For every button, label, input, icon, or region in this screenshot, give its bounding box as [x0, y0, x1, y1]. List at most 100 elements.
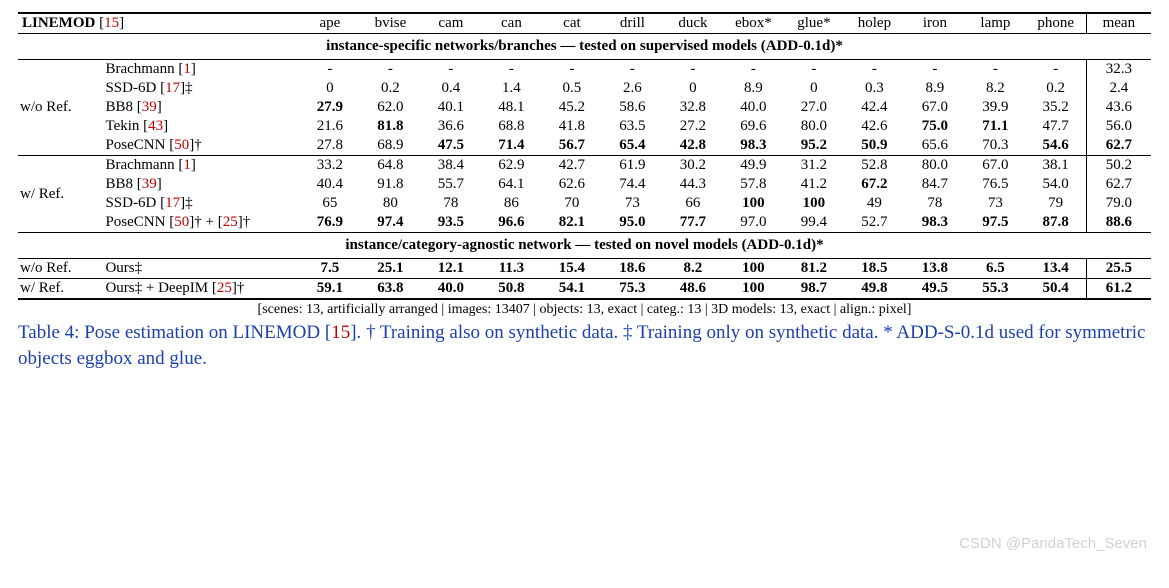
value-cell: 15.4	[542, 259, 603, 279]
method-label: PoseCNN [50]† + [25]†	[101, 213, 299, 233]
value-cell: -	[905, 60, 966, 80]
value-cell: 61.9	[602, 156, 663, 176]
value-cell: 52.8	[844, 156, 905, 176]
mean-cell: 88.6	[1086, 213, 1151, 233]
method-label: Ours‡	[101, 259, 299, 279]
value-cell: 49.8	[844, 279, 905, 299]
table-row: BB8 [39]40.491.855.764.162.674.444.357.8…	[18, 175, 1151, 194]
method-label: Brachmann [1]	[101, 156, 299, 176]
cite-link[interactable]: 1	[183, 157, 191, 173]
value-cell: -	[602, 60, 663, 80]
value-cell: 7.5	[300, 259, 361, 279]
col-phone: phone	[1026, 13, 1087, 34]
mean-cell: 62.7	[1086, 136, 1151, 156]
value-cell: 93.5	[421, 213, 482, 233]
method-label: SSD-6D [17]‡	[101, 79, 299, 98]
results-table: LINEMOD [15] ape bvise cam can cat drill…	[18, 12, 1151, 300]
value-cell: 100	[723, 259, 784, 279]
value-cell: 8.2	[663, 259, 724, 279]
table-row: BB8 [39]27.962.040.148.145.258.632.840.0…	[18, 98, 1151, 117]
cite-link[interactable]: 1	[183, 61, 191, 77]
value-cell: 0.5	[542, 79, 603, 98]
cite-link[interactable]: 43	[148, 118, 163, 134]
value-cell: 54.1	[542, 279, 603, 299]
value-cell: 47.5	[421, 136, 482, 156]
value-cell: 49.5	[905, 279, 966, 299]
value-cell: 27.8	[300, 136, 361, 156]
value-cell: 96.6	[481, 213, 542, 233]
value-cell: 47.7	[1026, 117, 1087, 136]
mean-cell: 32.3	[1086, 60, 1151, 80]
watermark: CSDN @PandaTech_Seven	[959, 535, 1147, 552]
value-cell: -	[965, 60, 1026, 80]
cite-link[interactable]: 17	[165, 80, 180, 96]
value-cell: 0.3	[844, 79, 905, 98]
method-label: Brachmann [1]	[101, 60, 299, 80]
value-cell: 42.6	[844, 117, 905, 136]
caption-cite-link[interactable]: 15	[331, 322, 350, 343]
cite-link[interactable]: 15	[104, 15, 119, 31]
value-cell: 99.4	[784, 213, 845, 233]
value-cell: 44.3	[663, 175, 724, 194]
value-cell: 57.8	[723, 175, 784, 194]
value-cell: 42.7	[542, 156, 603, 176]
col-lamp: lamp	[965, 13, 1026, 34]
value-cell: 48.1	[481, 98, 542, 117]
cite-link[interactable]: 25	[223, 214, 238, 230]
value-cell: 27.0	[784, 98, 845, 117]
table-row: PoseCNN [50]† + [25]†76.997.493.596.682.…	[18, 213, 1151, 233]
value-cell: -	[300, 60, 361, 80]
value-cell: 77.7	[663, 213, 724, 233]
value-cell: -	[1026, 60, 1087, 80]
value-cell: 63.8	[360, 279, 421, 299]
value-cell: 41.2	[784, 175, 845, 194]
mean-cell: 2.4	[1086, 79, 1151, 98]
method-label: BB8 [39]	[101, 98, 299, 117]
value-cell: 52.7	[844, 213, 905, 233]
cite-link[interactable]: 50	[174, 137, 189, 153]
table-title: LINEMOD [15]	[18, 13, 300, 34]
value-cell: 11.3	[481, 259, 542, 279]
value-cell: 35.2	[1026, 98, 1087, 117]
cite-link[interactable]: 39	[142, 176, 157, 192]
value-cell: 0	[663, 79, 724, 98]
value-cell: 67.0	[965, 156, 1026, 176]
value-cell: 38.1	[1026, 156, 1087, 176]
value-cell: 55.7	[421, 175, 482, 194]
col-iron: iron	[905, 13, 966, 34]
value-cell: 36.6	[421, 117, 482, 136]
value-cell: 82.1	[542, 213, 603, 233]
value-cell: 76.5	[965, 175, 1026, 194]
value-cell: 27.9	[300, 98, 361, 117]
cite-link[interactable]: 39	[142, 99, 157, 115]
value-cell: 62.9	[481, 156, 542, 176]
section-header: instance-specific networks/branches — te…	[18, 34, 1151, 60]
value-cell: 13.4	[1026, 259, 1087, 279]
value-cell: 71.4	[481, 136, 542, 156]
value-cell: 2.6	[602, 79, 663, 98]
col-ape: ape	[300, 13, 361, 34]
cite-link[interactable]: 17	[165, 195, 180, 211]
value-cell: 40.1	[421, 98, 482, 117]
value-cell: 73	[965, 194, 1026, 213]
col-can: can	[481, 13, 542, 34]
col-glue: glue*	[784, 13, 845, 34]
value-cell: 21.6	[300, 117, 361, 136]
cite-link[interactable]: 50	[174, 214, 189, 230]
value-cell: 97.4	[360, 213, 421, 233]
value-cell: -	[481, 60, 542, 80]
value-cell: 71.1	[965, 117, 1026, 136]
table-row: w/ Ref.Brachmann [1]33.264.838.462.942.7…	[18, 156, 1151, 176]
value-cell: 68.8	[481, 117, 542, 136]
cite-link[interactable]: 25	[217, 280, 232, 296]
value-cell: 66	[663, 194, 724, 213]
value-cell: 58.6	[602, 98, 663, 117]
value-cell: 100	[723, 194, 784, 213]
value-cell: 50.4	[1026, 279, 1087, 299]
value-cell: 65.4	[602, 136, 663, 156]
value-cell: 40.4	[300, 175, 361, 194]
mean-cell: 43.6	[1086, 98, 1151, 117]
value-cell: 49	[844, 194, 905, 213]
table-row: w/o Ref.Ours‡7.525.112.111.315.418.68.21…	[18, 259, 1151, 279]
value-cell: 12.1	[421, 259, 482, 279]
